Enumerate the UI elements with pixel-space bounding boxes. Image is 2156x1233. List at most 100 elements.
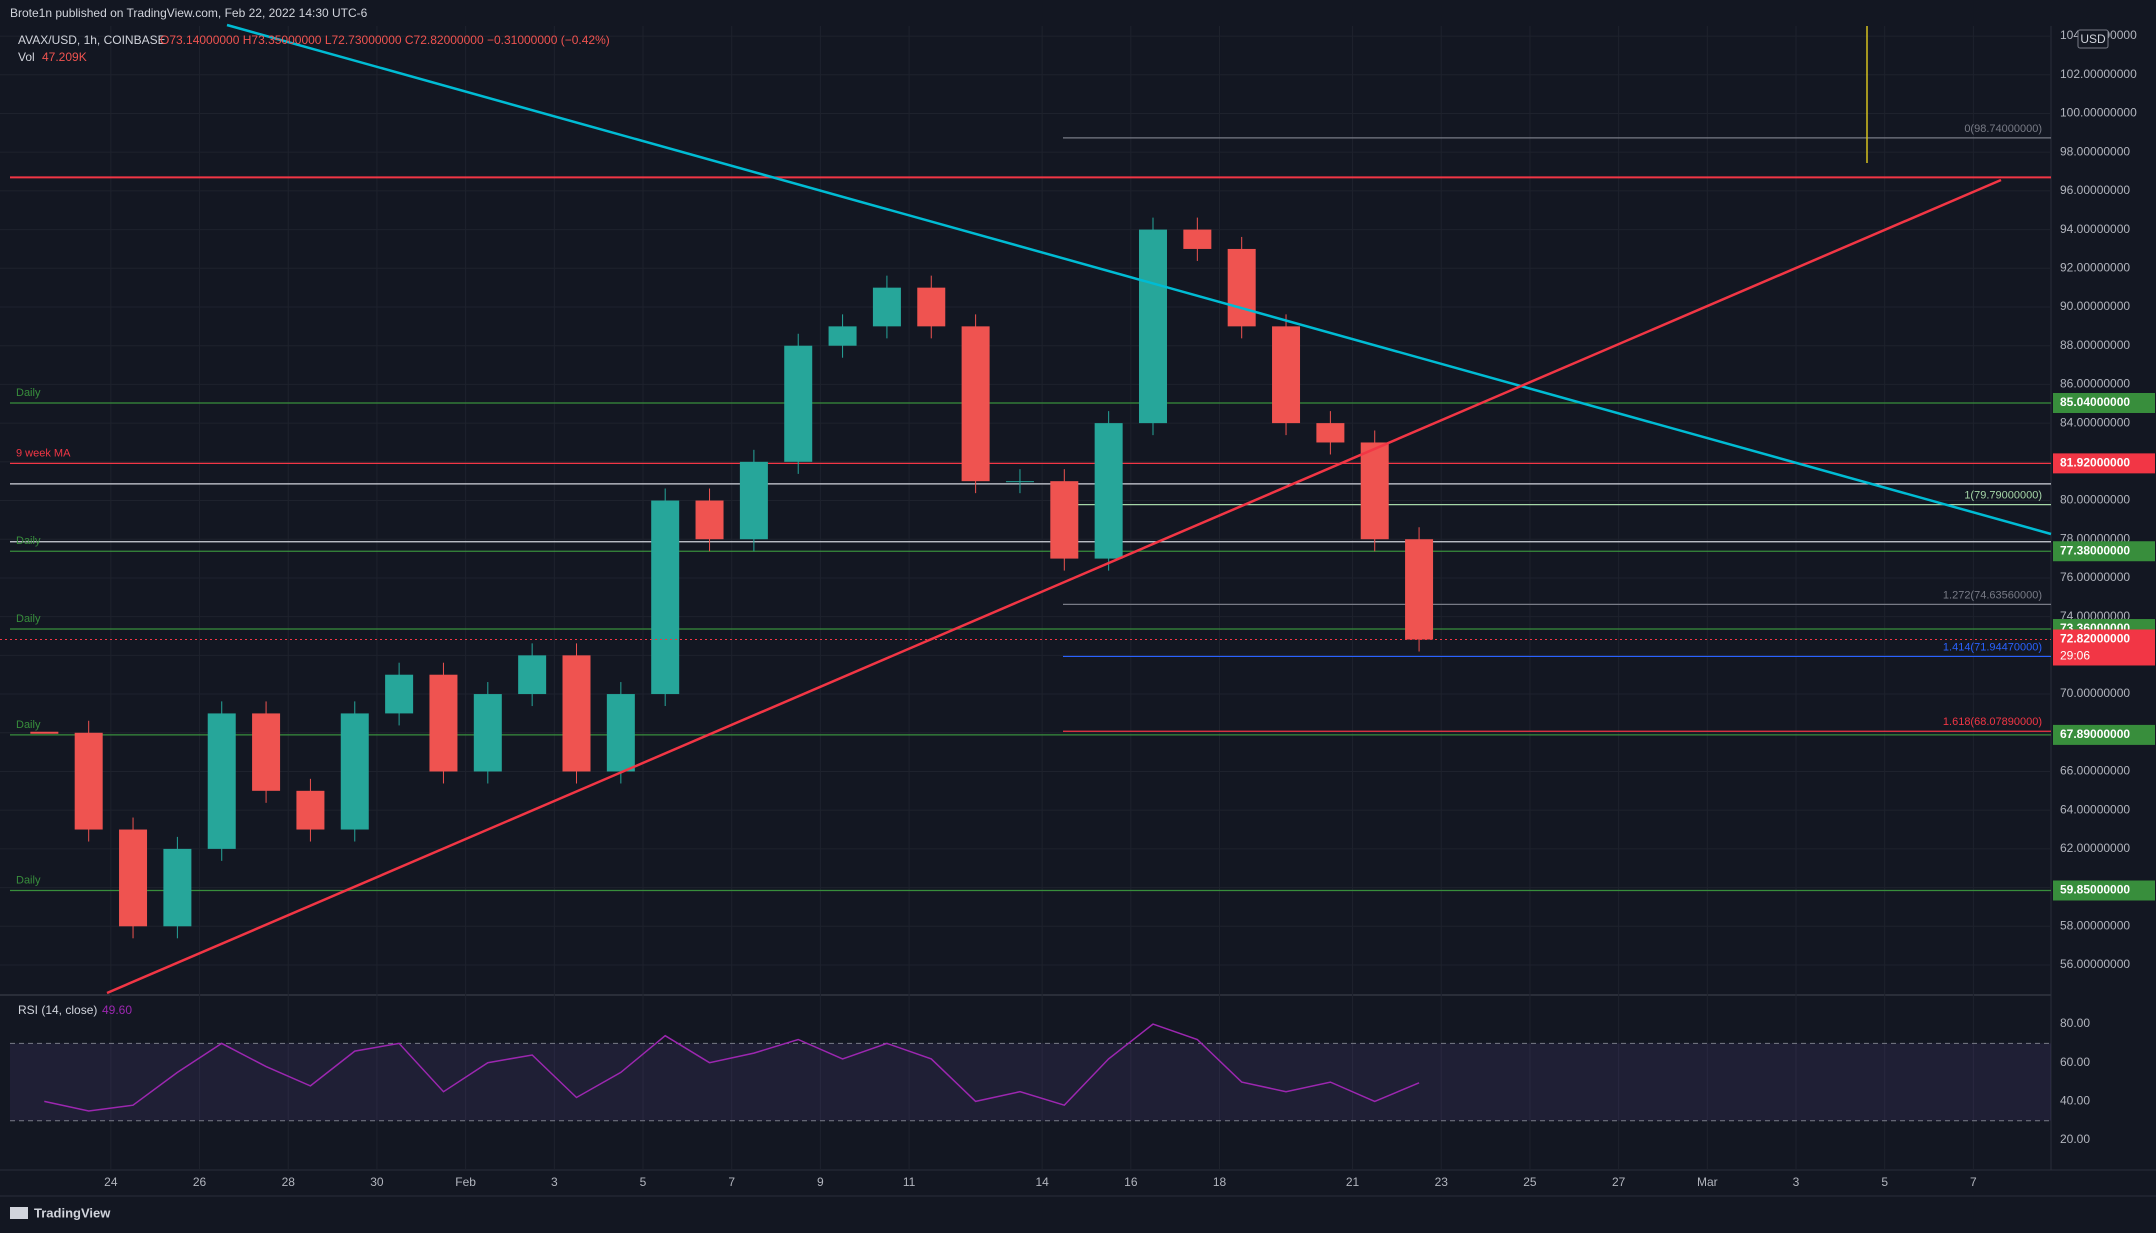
x-tick-label: 25 — [1523, 1175, 1537, 1189]
symbol: AVAX/USD, 1h, COINBASE — [18, 33, 166, 47]
x-tick-label: 14 — [1035, 1175, 1049, 1189]
level-badge — [2053, 724, 2155, 745]
rsi-last: 49.60 — [102, 1003, 132, 1017]
fib-label: 1.414(71.94470000) — [1943, 641, 2042, 653]
candle — [429, 674, 458, 772]
candle — [872, 287, 901, 327]
candle — [207, 713, 236, 849]
y-tick-label: 66.00000000 — [2060, 764, 2130, 778]
currency-badge — [2077, 29, 2109, 49]
y-tick-label: 88.00000000 — [2060, 338, 2130, 352]
current-price-label: 72.82000000 — [2060, 632, 2130, 646]
x-tick-label: 21 — [1346, 1175, 1360, 1189]
rsi-tick-label: 80.00 — [2060, 1016, 2090, 1030]
y-tick-label: 94.00000000 — [2060, 222, 2130, 236]
y-tick-label: 96.00000000 — [2060, 183, 2130, 197]
candle — [473, 694, 502, 772]
level-name: Daily — [16, 719, 41, 731]
candle — [1183, 229, 1212, 249]
level-label: 77.38000000 — [2060, 543, 2130, 557]
candle — [1094, 423, 1123, 559]
candle — [1316, 423, 1345, 443]
volume-label: Vol — [18, 50, 35, 64]
logo — [10, 1207, 28, 1219]
candle — [1227, 248, 1256, 327]
y-tick-label: 80.00000000 — [2060, 493, 2130, 507]
y-tick-label: 90.00000000 — [2060, 299, 2130, 313]
candle — [340, 713, 369, 830]
level-badge — [2053, 453, 2155, 474]
rsi-title: RSI (14, close) — [18, 1003, 97, 1017]
x-tick-label: 16 — [1124, 1175, 1138, 1189]
level-label: 81.92000000 — [2060, 456, 2130, 470]
level-name: Daily — [16, 387, 41, 399]
level-label: 59.85000000 — [2060, 883, 2130, 897]
x-tick-label: 24 — [104, 1175, 118, 1189]
x-tick-label: 11 — [903, 1175, 916, 1189]
candle — [917, 287, 946, 327]
candle — [651, 500, 680, 695]
fib-label: 1.272(74.63560000) — [1943, 589, 2042, 601]
rsi-line — [44, 1023, 1420, 1112]
candle — [1405, 539, 1434, 640]
y-tick-label: 100.00000000 — [2060, 106, 2137, 120]
x-tick-label: 9 — [817, 1175, 824, 1189]
currency: USD — [2080, 32, 2106, 46]
level-name: Daily — [16, 535, 41, 547]
x-tick-label: 23 — [1435, 1175, 1449, 1189]
y-tick-label: 86.00000000 — [2060, 377, 2130, 391]
fib-label: 1(79.79000000) — [1964, 490, 2042, 502]
rsi-band — [10, 1043, 2051, 1121]
level-badge — [2053, 541, 2155, 562]
y-tick-label: 64.00000000 — [2060, 802, 2130, 816]
trendline — [226, 23, 2052, 536]
x-tick-label: Feb — [455, 1175, 476, 1189]
y-tick-label: 62.00000000 — [2060, 841, 2130, 855]
brand: TradingView — [34, 1205, 111, 1220]
candle — [252, 713, 281, 791]
y-tick-label: 84.00000000 — [2060, 415, 2130, 429]
rsi-tick-label: 60.00 — [2060, 1055, 2090, 1069]
x-tick-label: Mar — [1697, 1175, 1718, 1189]
fib-label: 0(98.74000000) — [1964, 123, 2042, 135]
candle — [739, 461, 768, 540]
candle — [828, 326, 857, 346]
candle — [74, 732, 103, 830]
x-tick-label: 7 — [728, 1175, 735, 1189]
candle — [695, 500, 724, 540]
y-tick-label: 56.00000000 — [2060, 957, 2130, 971]
countdown: 29:06 — [2060, 649, 2090, 663]
candle — [961, 326, 990, 482]
x-tick-label: 28 — [282, 1175, 296, 1189]
candle — [784, 345, 813, 462]
candle — [1138, 229, 1167, 424]
publisher: Brote1n published on TradingView.com, Fe… — [10, 6, 368, 20]
level-badge — [2053, 880, 2155, 901]
level-name: Daily — [16, 874, 41, 886]
candle — [518, 655, 547, 695]
y-tick-label: 98.00000000 — [2060, 144, 2130, 158]
candle — [1272, 326, 1301, 424]
top-bar — [0, 0, 2156, 26]
x-tick-label: 18 — [1213, 1175, 1227, 1189]
level-badge — [2053, 392, 2155, 413]
y-tick-label: 102.00000000 — [2060, 67, 2137, 81]
ohlc: O73.14000000 H73.35000000 L72.73000000 C… — [160, 33, 610, 47]
current-price-badge — [2053, 629, 2155, 666]
candle — [1050, 481, 1079, 559]
level-label: 67.89000000 — [2060, 727, 2130, 741]
candle — [163, 848, 192, 927]
y-tick-label: 92.00000000 — [2060, 260, 2130, 274]
candle — [119, 829, 148, 927]
level-name: 9 week MA — [16, 447, 71, 459]
volume: 47.209K — [42, 50, 87, 64]
candle — [296, 790, 325, 830]
candle — [606, 694, 635, 772]
x-tick-label: 26 — [193, 1175, 207, 1189]
candle — [562, 655, 591, 772]
x-tick-label: 5 — [1881, 1175, 1888, 1189]
layer: 56.0000000058.0000000060.0000000062.0000… — [0, 26, 2155, 1189]
x-tick-label: 3 — [1793, 1175, 1800, 1189]
x-tick-label: 3 — [551, 1175, 558, 1189]
